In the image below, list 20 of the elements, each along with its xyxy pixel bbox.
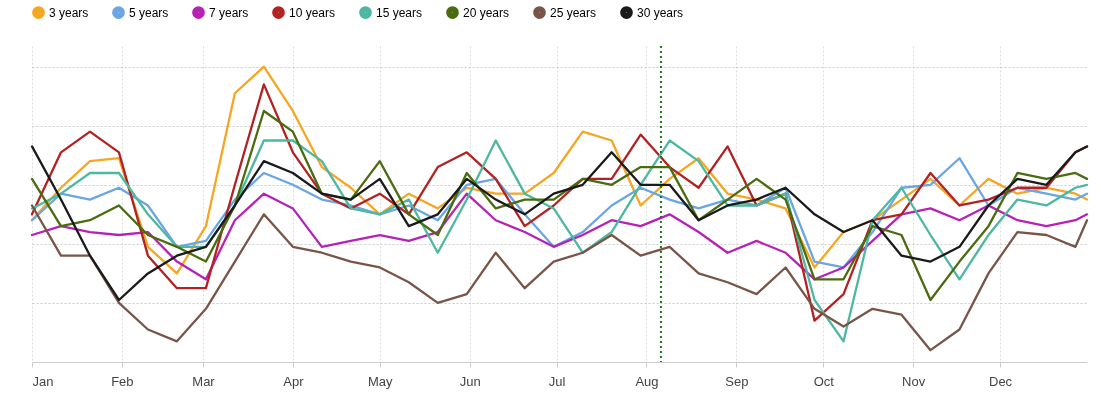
x-tick-label: Oct bbox=[813, 373, 835, 389]
x-tick-label: Dec bbox=[988, 373, 1013, 389]
legend-label: 10 years bbox=[289, 5, 336, 20]
x-tick-label: Aug bbox=[635, 373, 659, 389]
legend-label: 20 years bbox=[463, 5, 510, 20]
legend-label: 3 years bbox=[49, 5, 89, 20]
legend-label: 30 years bbox=[637, 5, 684, 20]
x-tick-label: Mar bbox=[192, 373, 216, 389]
x-tick-label: May bbox=[368, 373, 394, 389]
x-tick-label: Jan bbox=[32, 373, 54, 389]
x-tick-label: Feb bbox=[111, 373, 134, 389]
x-tick-label: Nov bbox=[902, 373, 926, 389]
x-tick-label: Apr bbox=[283, 373, 305, 389]
legend-label: 15 years bbox=[376, 5, 423, 20]
x-tick-label: Jul bbox=[548, 373, 566, 389]
legend-label: 25 years bbox=[550, 5, 597, 20]
legend-label: 7 years bbox=[209, 5, 249, 20]
x-tick-label: Jun bbox=[459, 373, 481, 389]
legend-label: 5 years bbox=[129, 5, 169, 20]
x-tick-label: Sep bbox=[725, 373, 749, 389]
